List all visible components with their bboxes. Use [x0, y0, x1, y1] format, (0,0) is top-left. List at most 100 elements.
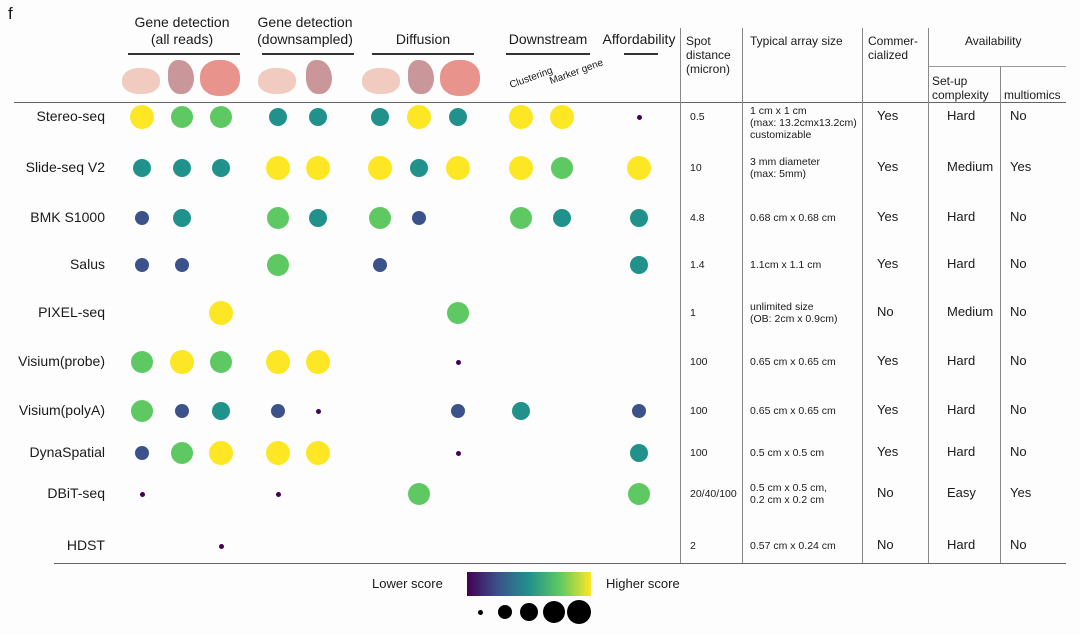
availability-rule — [928, 66, 1066, 67]
score-dot — [170, 350, 194, 374]
multiomics-cell: Yes — [1010, 159, 1032, 174]
spot-distance-cell: 10 — [690, 162, 702, 174]
score-dot — [412, 211, 426, 225]
score-dot — [455, 359, 461, 365]
score-dot — [551, 157, 573, 179]
score-dot — [175, 258, 189, 272]
setup-complexity-header: Set-up complexity — [932, 74, 989, 102]
score-dot — [309, 108, 327, 126]
score-dot — [212, 402, 230, 420]
organ-section-icon — [440, 60, 480, 96]
method-label: PIXEL-seq — [38, 304, 105, 320]
method-label: Visium(polyA) — [18, 402, 105, 418]
setup-complexity-cell: Hard — [947, 209, 976, 224]
score-dot — [210, 351, 232, 373]
column-divider — [1000, 66, 1001, 563]
score-dot — [306, 441, 330, 465]
multiomics-cell: Yes — [1010, 485, 1032, 500]
score-dot — [266, 441, 290, 465]
group-underline — [624, 53, 658, 55]
spot-distance-cell: 100 — [690, 405, 708, 417]
score-dot — [408, 483, 430, 505]
brain-coronal-icon — [122, 68, 160, 94]
method-label: DynaSpatial — [29, 444, 106, 460]
size-legend-dot — [477, 609, 483, 615]
setup-complexity-cell: Easy — [947, 485, 976, 500]
column-divider — [680, 28, 681, 563]
score-dot — [171, 442, 193, 464]
clustering-label: Clustering — [508, 65, 555, 91]
commercialized-cell: Yes — [877, 209, 899, 224]
group-header-affordability: Affordability — [602, 31, 676, 47]
method-label: Stereo-seq — [36, 108, 105, 124]
setup-complexity-cell: Hard — [947, 256, 976, 271]
multiomics-cell: No — [1010, 108, 1027, 123]
brain-coronal-icon — [258, 68, 296, 94]
size-legend-dot — [520, 603, 538, 621]
size-legend-dot — [498, 605, 512, 619]
score-dot — [175, 404, 189, 418]
availability-header: Availability — [965, 34, 1022, 48]
header-line: Set-up — [932, 74, 968, 88]
score-dot — [266, 350, 290, 374]
spot-distance-header: Spot distance (micron) — [686, 34, 731, 76]
array-size-cell: 0.68 cm x 0.68 cm — [750, 212, 836, 224]
method-label: DBiT-seq — [47, 485, 105, 501]
method-label: Visium(probe) — [18, 353, 105, 369]
commercialized-cell: No — [877, 537, 894, 552]
score-dot — [630, 256, 648, 274]
header-line: complexity — [932, 88, 989, 102]
embryo-icon — [306, 60, 332, 94]
multiomics-cell: No — [1010, 353, 1027, 368]
setup-complexity-cell: Hard — [947, 537, 976, 552]
commercialized-cell: No — [877, 304, 894, 319]
score-dot — [627, 156, 651, 180]
setup-complexity-cell: Medium — [947, 159, 994, 174]
score-dot — [369, 207, 391, 229]
multiomics-header: multiomics — [1004, 88, 1061, 102]
score-dot — [173, 209, 191, 227]
array-size-cell: 0.57 cm x 0.24 cm — [750, 540, 836, 552]
spot-distance-cell: 2 — [690, 540, 696, 552]
method-label: Salus — [69, 256, 105, 272]
array-size-header: Typical array size — [750, 34, 843, 48]
score-dot — [632, 404, 646, 418]
header-line: cialized — [868, 48, 909, 62]
score-dot — [135, 211, 149, 225]
score-dot — [410, 159, 428, 177]
bottom-rule — [54, 563, 1066, 564]
brain-coronal-icon — [362, 68, 400, 94]
score-dot — [510, 207, 532, 229]
spot-distance-cell: 4.8 — [690, 212, 705, 224]
score-dot — [630, 444, 648, 462]
score-dot — [306, 156, 330, 180]
group-header-gd-all: Gene detection (all reads) — [118, 14, 246, 48]
setup-complexity-cell: Hard — [947, 353, 976, 368]
size-legend-dot — [543, 601, 565, 623]
score-dot — [446, 156, 470, 180]
score-dot — [209, 301, 233, 325]
score-dot — [210, 106, 232, 128]
header-line: Spot — [686, 34, 711, 48]
score-dot — [306, 350, 330, 374]
score-dot — [373, 258, 387, 272]
commercialized-cell: Yes — [877, 159, 899, 174]
multiomics-cell: No — [1010, 402, 1027, 417]
score-dot — [130, 105, 154, 129]
array-size-cell: 3 mm diameter (max: 5mm) — [750, 156, 821, 180]
score-dot — [218, 543, 224, 549]
score-dot — [131, 400, 153, 422]
group-header-line: Gene detection — [134, 14, 230, 30]
score-dot — [368, 156, 392, 180]
commercialized-cell: Yes — [877, 444, 899, 459]
method-label: Slide-seq V2 — [25, 159, 105, 175]
setup-complexity-cell: Hard — [947, 402, 976, 417]
group-header-line: (all reads) — [150, 31, 214, 47]
score-dot — [209, 441, 233, 465]
color-scale-bar — [467, 572, 591, 596]
legend-low-label: Lower score — [372, 576, 443, 591]
group-underline — [262, 53, 354, 55]
commercialized-cell: Yes — [877, 108, 899, 123]
array-size-cell: unlimited size (OB: 2cm x 0.9cm) — [750, 301, 838, 325]
method-label: BMK S1000 — [30, 209, 105, 225]
